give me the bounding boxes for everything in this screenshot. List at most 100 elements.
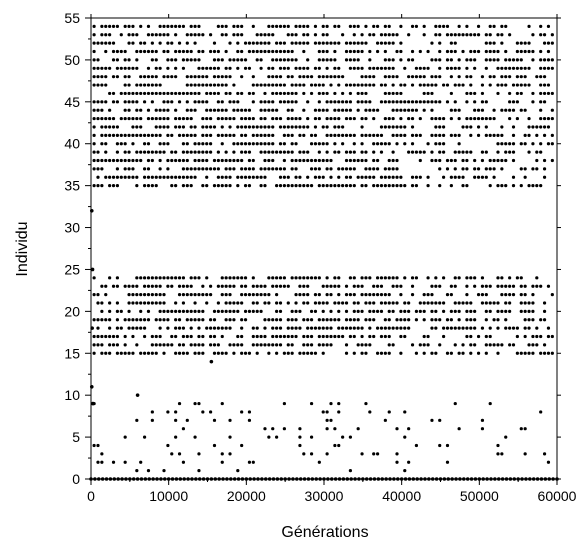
data-point xyxy=(352,66,356,70)
data-point xyxy=(461,167,465,171)
data-point xyxy=(127,133,131,137)
data-point xyxy=(445,167,450,171)
data-point xyxy=(220,75,224,79)
data-point xyxy=(220,142,224,146)
data-point xyxy=(224,184,228,188)
data-point xyxy=(92,33,96,37)
data-point xyxy=(418,150,422,154)
data-point xyxy=(375,452,380,456)
data-point xyxy=(150,334,154,339)
data-point xyxy=(236,469,240,473)
data-point xyxy=(375,158,380,163)
data-points xyxy=(89,24,559,481)
data-point xyxy=(96,108,100,112)
data-point xyxy=(119,309,123,313)
data-point xyxy=(508,150,512,154)
data-point xyxy=(123,460,127,464)
data-point xyxy=(418,49,422,54)
data-point xyxy=(243,58,248,62)
data-point xyxy=(395,142,399,146)
data-point xyxy=(403,410,407,414)
data-point xyxy=(414,276,419,280)
data-point xyxy=(286,343,290,347)
data-point xyxy=(492,49,496,54)
data-point xyxy=(228,175,232,179)
data-point xyxy=(115,301,120,305)
data-point xyxy=(142,133,147,137)
data-point xyxy=(352,24,356,28)
data-point xyxy=(306,276,310,280)
data-point xyxy=(360,343,364,347)
data-point xyxy=(372,309,376,313)
data-point xyxy=(197,150,201,154)
data-point xyxy=(185,133,189,137)
data-point xyxy=(174,49,178,54)
data-point xyxy=(550,108,554,112)
data-point xyxy=(360,33,364,37)
data-point xyxy=(387,334,391,339)
data-point xyxy=(100,309,104,313)
data-point xyxy=(550,91,554,96)
data-point xyxy=(294,276,298,280)
data-point xyxy=(372,167,376,171)
data-point xyxy=(364,158,368,163)
data-point xyxy=(422,66,426,70)
data-point xyxy=(504,184,508,188)
data-point xyxy=(92,58,96,62)
data-point xyxy=(480,116,485,121)
data-point xyxy=(135,58,139,62)
data-point xyxy=(108,91,112,96)
data-point xyxy=(290,334,294,339)
data-point xyxy=(104,24,108,28)
data-point xyxy=(469,276,473,280)
data-point xyxy=(535,276,539,280)
data-point xyxy=(306,41,310,45)
data-point xyxy=(96,318,100,322)
data-point xyxy=(372,452,376,456)
data-point xyxy=(469,334,473,339)
data-point xyxy=(263,326,267,330)
data-point xyxy=(375,108,380,112)
data-point xyxy=(426,91,430,96)
data-point xyxy=(263,91,267,96)
data-point xyxy=(473,318,477,322)
data-point xyxy=(399,100,403,104)
data-point xyxy=(146,116,151,121)
x-tick-label: 40000 xyxy=(382,488,421,504)
data-point xyxy=(290,309,294,313)
data-point xyxy=(414,443,419,448)
data-point xyxy=(216,175,220,179)
data-point xyxy=(383,125,387,129)
data-point xyxy=(500,167,504,171)
data-point xyxy=(259,334,263,339)
data-point xyxy=(511,343,516,347)
data-point xyxy=(154,66,158,70)
data-point xyxy=(104,318,108,322)
data-point xyxy=(391,75,395,79)
data-point xyxy=(407,58,411,62)
data-point xyxy=(527,41,531,45)
data-point xyxy=(197,49,201,54)
data-point xyxy=(294,318,298,322)
data-point xyxy=(139,108,143,112)
data-point xyxy=(383,83,387,87)
data-point xyxy=(368,49,372,54)
data-point xyxy=(302,66,306,70)
data-point xyxy=(321,284,325,288)
data-point xyxy=(348,108,353,112)
data-point xyxy=(209,359,214,364)
data-point xyxy=(399,58,403,62)
data-point xyxy=(267,33,271,37)
data-point xyxy=(220,293,224,297)
data-point xyxy=(321,175,325,179)
data-point xyxy=(131,66,135,70)
data-point xyxy=(209,142,213,146)
data-point xyxy=(504,326,508,330)
data-point xyxy=(488,75,492,79)
data-point xyxy=(189,293,193,297)
data-point xyxy=(154,184,158,188)
data-point xyxy=(236,100,240,104)
data-point xyxy=(399,293,403,297)
data-point xyxy=(216,116,220,121)
data-point xyxy=(302,301,306,305)
